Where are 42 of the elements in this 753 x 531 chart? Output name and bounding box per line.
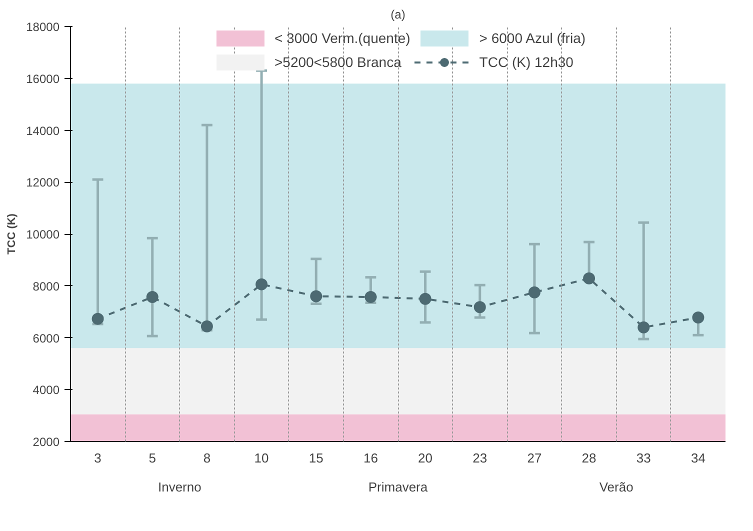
y-tick-label: 16000 <box>26 72 60 86</box>
point <box>146 291 158 304</box>
point <box>528 286 540 298</box>
x-tick-label: 23 <box>472 450 488 466</box>
x-tick-label: 27 <box>527 450 542 466</box>
y-tick-label: 12000 <box>26 176 60 190</box>
text: Inverno <box>158 480 202 494</box>
y-tick-label: 18000 <box>26 20 60 34</box>
point <box>419 292 432 305</box>
x-tick-label: 33 <box>636 450 651 466</box>
y-tick-label: 10000 <box>26 228 60 242</box>
x-tick-label: 34 <box>690 450 706 466</box>
y-tick-label: 4000 <box>32 383 60 398</box>
legend-label: < 3000 Verm.(quente) <box>274 30 410 46</box>
point <box>474 301 486 314</box>
x-tick-label: 16 <box>363 450 378 466</box>
text: Primavera <box>368 480 428 494</box>
point <box>256 278 268 290</box>
point <box>692 312 704 324</box>
point <box>200 320 213 332</box>
point <box>638 321 650 334</box>
x-tick-label: 28 <box>582 450 596 466</box>
point <box>364 291 377 304</box>
text: Verão <box>599 480 634 494</box>
point <box>583 272 596 284</box>
chart-title: (a) <box>390 8 406 22</box>
legend-label: >5200<5800 Branca <box>274 54 402 70</box>
point <box>92 312 104 325</box>
y-tick-label: 8000 <box>32 279 60 294</box>
legend-label: > 6000 Azul (fria) <box>479 30 586 46</box>
x-tick-label: 8 <box>203 450 211 466</box>
x-tick-label: 20 <box>418 450 433 466</box>
y-tick-label: 6000 <box>32 331 60 346</box>
x-tick-label: 10 <box>254 450 269 466</box>
legend-label: TCC (K) 12h30 <box>479 54 574 70</box>
point <box>310 290 322 302</box>
x-tick-label: 5 <box>148 450 156 466</box>
y-axis-title: TCC (K) <box>6 213 18 254</box>
y-tick-label: 14000 <box>26 124 60 138</box>
x-tick-label: 15 <box>308 450 324 466</box>
y-tick-label: 2000 <box>32 435 60 449</box>
x-tick-label: 3 <box>94 450 102 466</box>
